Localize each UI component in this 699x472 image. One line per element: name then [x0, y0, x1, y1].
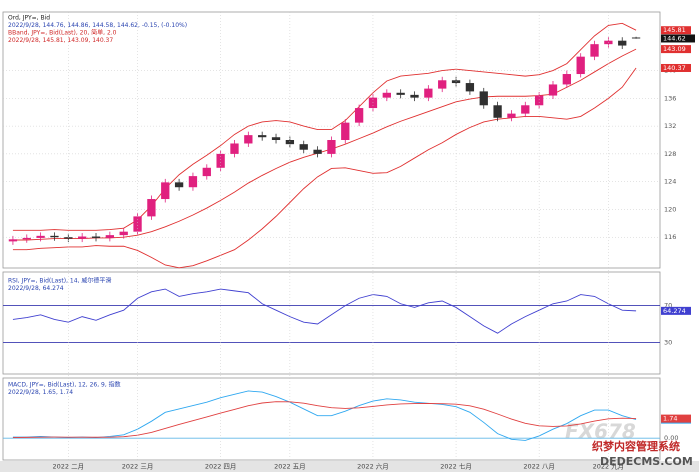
x-tick-label: 2022 二月	[53, 463, 85, 471]
line	[12, 48, 637, 241]
panel-label: 2022/9/28, 145.81, 143.09, 140.37	[8, 37, 113, 44]
last-value-box	[661, 414, 691, 423]
x-tick-label: 2022 三月	[122, 463, 154, 471]
candle-body	[493, 105, 502, 118]
last-price-box	[661, 34, 695, 43]
y-tick-label: 116	[664, 233, 676, 241]
candle-body	[174, 182, 184, 188]
candle-body	[562, 74, 571, 85]
candle-body	[285, 140, 295, 145]
candle-body	[438, 80, 447, 89]
candle-body	[202, 167, 211, 177]
candle-body	[424, 88, 433, 98]
candle-body	[133, 216, 142, 232]
candle-body	[507, 113, 516, 118]
candle-body	[147, 199, 156, 217]
candle-body	[271, 137, 281, 140]
x-tick-label: 2022 六月	[357, 462, 389, 471]
candle-body	[22, 237, 31, 240]
candle-body	[119, 231, 128, 236]
watermark: DEDECMS.COM	[600, 455, 693, 468]
last-value-box	[661, 45, 691, 54]
y-tick-label: 30	[664, 338, 672, 346]
last-value-label: 64.274	[663, 307, 686, 315]
candle-body	[410, 94, 419, 98]
candle-body	[188, 176, 198, 188]
panel-label: Ord, JPY=, Bid	[8, 15, 50, 22]
panel-label: 2022/9/28, 64.274	[8, 285, 64, 292]
candle-body	[396, 92, 405, 95]
candle-body	[244, 135, 253, 144]
candle-body	[618, 40, 627, 46]
candle-body	[8, 239, 18, 242]
rsi-panel	[2, 271, 661, 375]
x-tick-label: 2022 四月	[205, 463, 237, 471]
panel-label: RSI, JPY=, Bid(Last), 14, 威尔德平滑	[8, 277, 111, 285]
candle-body	[299, 144, 308, 150]
candle-body	[258, 135, 267, 138]
last-price-label: 144.62	[663, 34, 686, 42]
panel-label: MACD, JPY=, Bid(Last), 12, 26, 9, 指数	[8, 381, 121, 389]
last-value-box	[661, 63, 691, 72]
y-tick-label: 128	[664, 150, 676, 158]
candle-body	[382, 92, 391, 98]
candle-body	[534, 95, 544, 106]
x-tick-label: 2022 九月	[593, 462, 625, 471]
last-value-box	[661, 306, 691, 315]
candle-body	[161, 182, 170, 200]
y-tick-label: 70	[664, 302, 672, 310]
watermark: FX678	[565, 420, 636, 444]
line	[12, 67, 637, 269]
y-tick-label: 132	[664, 122, 676, 130]
panel-label: 2022/9/28, 1.65, 1.74	[8, 389, 73, 396]
candle-body	[327, 140, 336, 154]
y-tick-label: 0.00	[664, 434, 678, 442]
candle-body	[465, 83, 475, 92]
candle-body	[91, 236, 101, 238]
candle-body	[36, 235, 45, 238]
watermark: 织梦内容管理系统	[592, 439, 680, 453]
last-value-label: 1.74	[663, 415, 677, 423]
x-tick-label: 2022 七月	[440, 462, 472, 471]
candle-body	[576, 56, 585, 75]
y-tick-label: 124	[664, 178, 676, 186]
candle-body	[105, 235, 115, 238]
candle-body	[590, 44, 599, 57]
candle-body	[341, 122, 350, 140]
candle-body	[78, 236, 87, 239]
candle-body	[521, 105, 530, 114]
panel-label: BBand, JPY=, Bid(Last), 20, 简单, 2.0	[8, 29, 117, 37]
candle-body	[479, 91, 488, 106]
candle-body	[216, 153, 225, 168]
candle-body	[50, 235, 59, 238]
price-panel	[2, 11, 661, 269]
line	[12, 22, 637, 231]
line	[12, 288, 637, 334]
y-tick-label: 136	[664, 94, 676, 102]
candle-body	[313, 149, 322, 154]
last-value-label: 145.81	[663, 26, 686, 34]
time-axis	[0, 461, 699, 472]
panel-label: 2022/9/28, 144.76, 144.86, 144.58, 144.6…	[8, 22, 187, 29]
last-value-label: 143.09	[663, 45, 686, 53]
candle-body	[631, 37, 641, 39]
x-tick-label: 2022 八月	[523, 463, 555, 471]
candle-body	[230, 143, 239, 154]
last-value-label: 140.37	[663, 64, 686, 72]
line	[12, 390, 637, 441]
last-value-box	[661, 26, 691, 35]
x-tick-label: 2022 五月	[274, 463, 306, 471]
candle-body	[354, 108, 364, 123]
y-tick-label: 120	[664, 205, 676, 213]
line	[12, 401, 637, 439]
macd-panel	[2, 377, 661, 461]
candle-body	[548, 84, 558, 96]
